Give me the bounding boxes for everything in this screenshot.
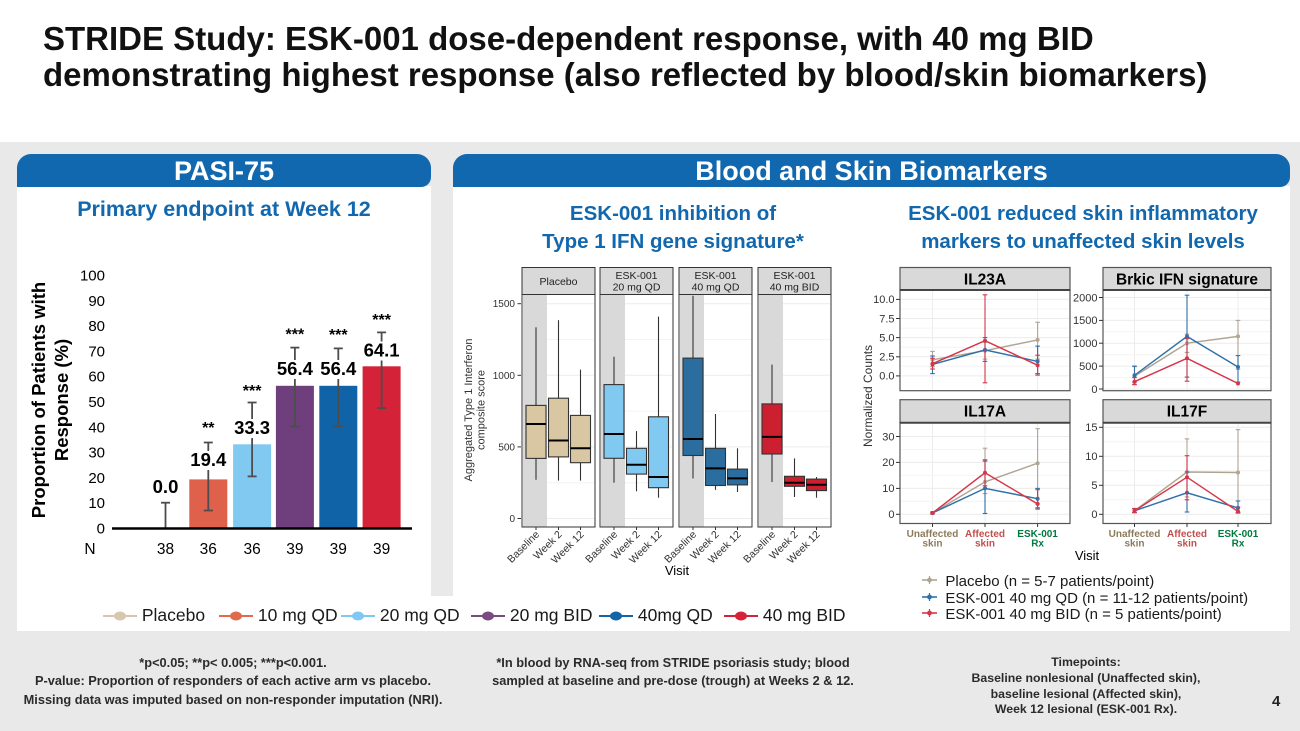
svg-text:33.3: 33.3 <box>234 417 270 438</box>
svg-text:500: 500 <box>498 442 515 453</box>
svg-text:1000: 1000 <box>1073 338 1097 350</box>
svg-text:***: *** <box>286 327 305 344</box>
svg-text:10.0: 10.0 <box>873 294 894 306</box>
svg-text:Unaffected: Unaffected <box>1109 529 1161 540</box>
svg-text:IL23A: IL23A <box>964 272 1006 289</box>
svg-text:ESK-001: ESK-001 <box>1218 529 1259 540</box>
svg-text:36: 36 <box>200 541 217 558</box>
svg-text:80: 80 <box>88 318 105 335</box>
svg-text:40 mg QD: 40 mg QD <box>692 282 740 294</box>
svg-text:20: 20 <box>88 470 105 487</box>
svg-text:39: 39 <box>330 541 347 558</box>
svg-text:1500: 1500 <box>1073 315 1097 327</box>
svg-text:64.1: 64.1 <box>364 340 400 361</box>
svg-text:5: 5 <box>1091 480 1097 492</box>
svg-text:***: *** <box>329 327 348 344</box>
svg-text:56.4: 56.4 <box>320 358 357 379</box>
svg-text:40 mg BID: 40 mg BID <box>770 282 820 294</box>
svg-text:IL17A: IL17A <box>964 404 1006 421</box>
svg-text:Placebo: Placebo <box>540 276 578 288</box>
svg-text:0: 0 <box>509 514 515 525</box>
svg-text:Rx: Rx <box>1232 539 1245 550</box>
svg-text:20 mg QD: 20 mg QD <box>613 282 661 294</box>
svg-text:36: 36 <box>243 541 260 558</box>
svg-text:10: 10 <box>88 495 105 512</box>
svg-text:Unaffected: Unaffected <box>907 529 959 540</box>
svg-text:0: 0 <box>888 509 894 521</box>
svg-text:ESK-001: ESK-001 <box>615 270 657 282</box>
svg-text:39: 39 <box>373 541 390 558</box>
svg-text:ESK-001: ESK-001 <box>773 270 815 282</box>
svg-text:56.4: 56.4 <box>277 358 314 379</box>
svg-text:0.0: 0.0 <box>153 476 179 497</box>
svg-text:100: 100 <box>80 268 105 285</box>
svg-text:Rx: Rx <box>1031 539 1044 550</box>
svg-text:Visit: Visit <box>665 563 690 578</box>
svg-text:ESK-001: ESK-001 <box>694 270 736 282</box>
svg-text:Affected: Affected <box>965 529 1005 540</box>
svg-text:***: *** <box>243 383 262 400</box>
svg-text:50: 50 <box>88 394 105 411</box>
svg-text:20: 20 <box>882 457 894 469</box>
svg-text:**: ** <box>202 420 215 437</box>
svg-text:Visit: Visit <box>1075 548 1100 563</box>
svg-text:2.5: 2.5 <box>879 352 894 364</box>
svg-text:1000: 1000 <box>493 371 516 382</box>
svg-text:30: 30 <box>88 445 105 462</box>
svg-text:Aggregated Type 1 Interferon: Aggregated Type 1 Interferon <box>463 339 475 482</box>
svg-text:skin: skin <box>922 539 942 550</box>
svg-text:skin: skin <box>1177 539 1197 550</box>
svg-text:2000: 2000 <box>1073 292 1097 304</box>
svg-text:7.5: 7.5 <box>879 313 894 325</box>
svg-text:Normalized Counts: Normalized Counts <box>861 345 875 447</box>
svg-text:0: 0 <box>1091 384 1097 396</box>
svg-text:ESK-001: ESK-001 <box>1017 529 1058 540</box>
svg-text:15: 15 <box>1085 422 1097 434</box>
svg-text:composite score: composite score <box>476 370 488 450</box>
svg-text:70: 70 <box>88 343 105 360</box>
svg-text:38: 38 <box>157 541 174 558</box>
svg-text:0: 0 <box>97 521 105 538</box>
svg-text:19.4: 19.4 <box>190 449 227 470</box>
svg-text:IL17F: IL17F <box>1167 404 1207 421</box>
svg-text:90: 90 <box>88 293 105 310</box>
svg-text:N: N <box>84 541 95 558</box>
svg-text:60: 60 <box>88 369 105 386</box>
svg-text:0.0: 0.0 <box>879 371 894 383</box>
svg-text:skin: skin <box>975 539 995 550</box>
svg-text:***: *** <box>372 312 391 329</box>
svg-text:10: 10 <box>1085 451 1097 463</box>
svg-text:10: 10 <box>882 483 894 495</box>
svg-text:Response (%): Response (%) <box>51 339 72 461</box>
svg-text:0: 0 <box>1091 509 1097 521</box>
svg-text:Brkic IFN signature: Brkic IFN signature <box>1116 272 1258 289</box>
svg-text:5.0: 5.0 <box>879 332 894 344</box>
svg-text:skin: skin <box>1124 539 1144 550</box>
svg-text:30: 30 <box>882 431 894 443</box>
svg-text:39: 39 <box>286 541 303 558</box>
svg-text:40: 40 <box>88 419 105 436</box>
svg-text:500: 500 <box>1079 361 1097 373</box>
svg-text:Proportion of Patients with: Proportion of Patients with <box>28 282 49 518</box>
svg-text:Affected: Affected <box>1167 529 1207 540</box>
svg-text:1500: 1500 <box>493 299 516 310</box>
